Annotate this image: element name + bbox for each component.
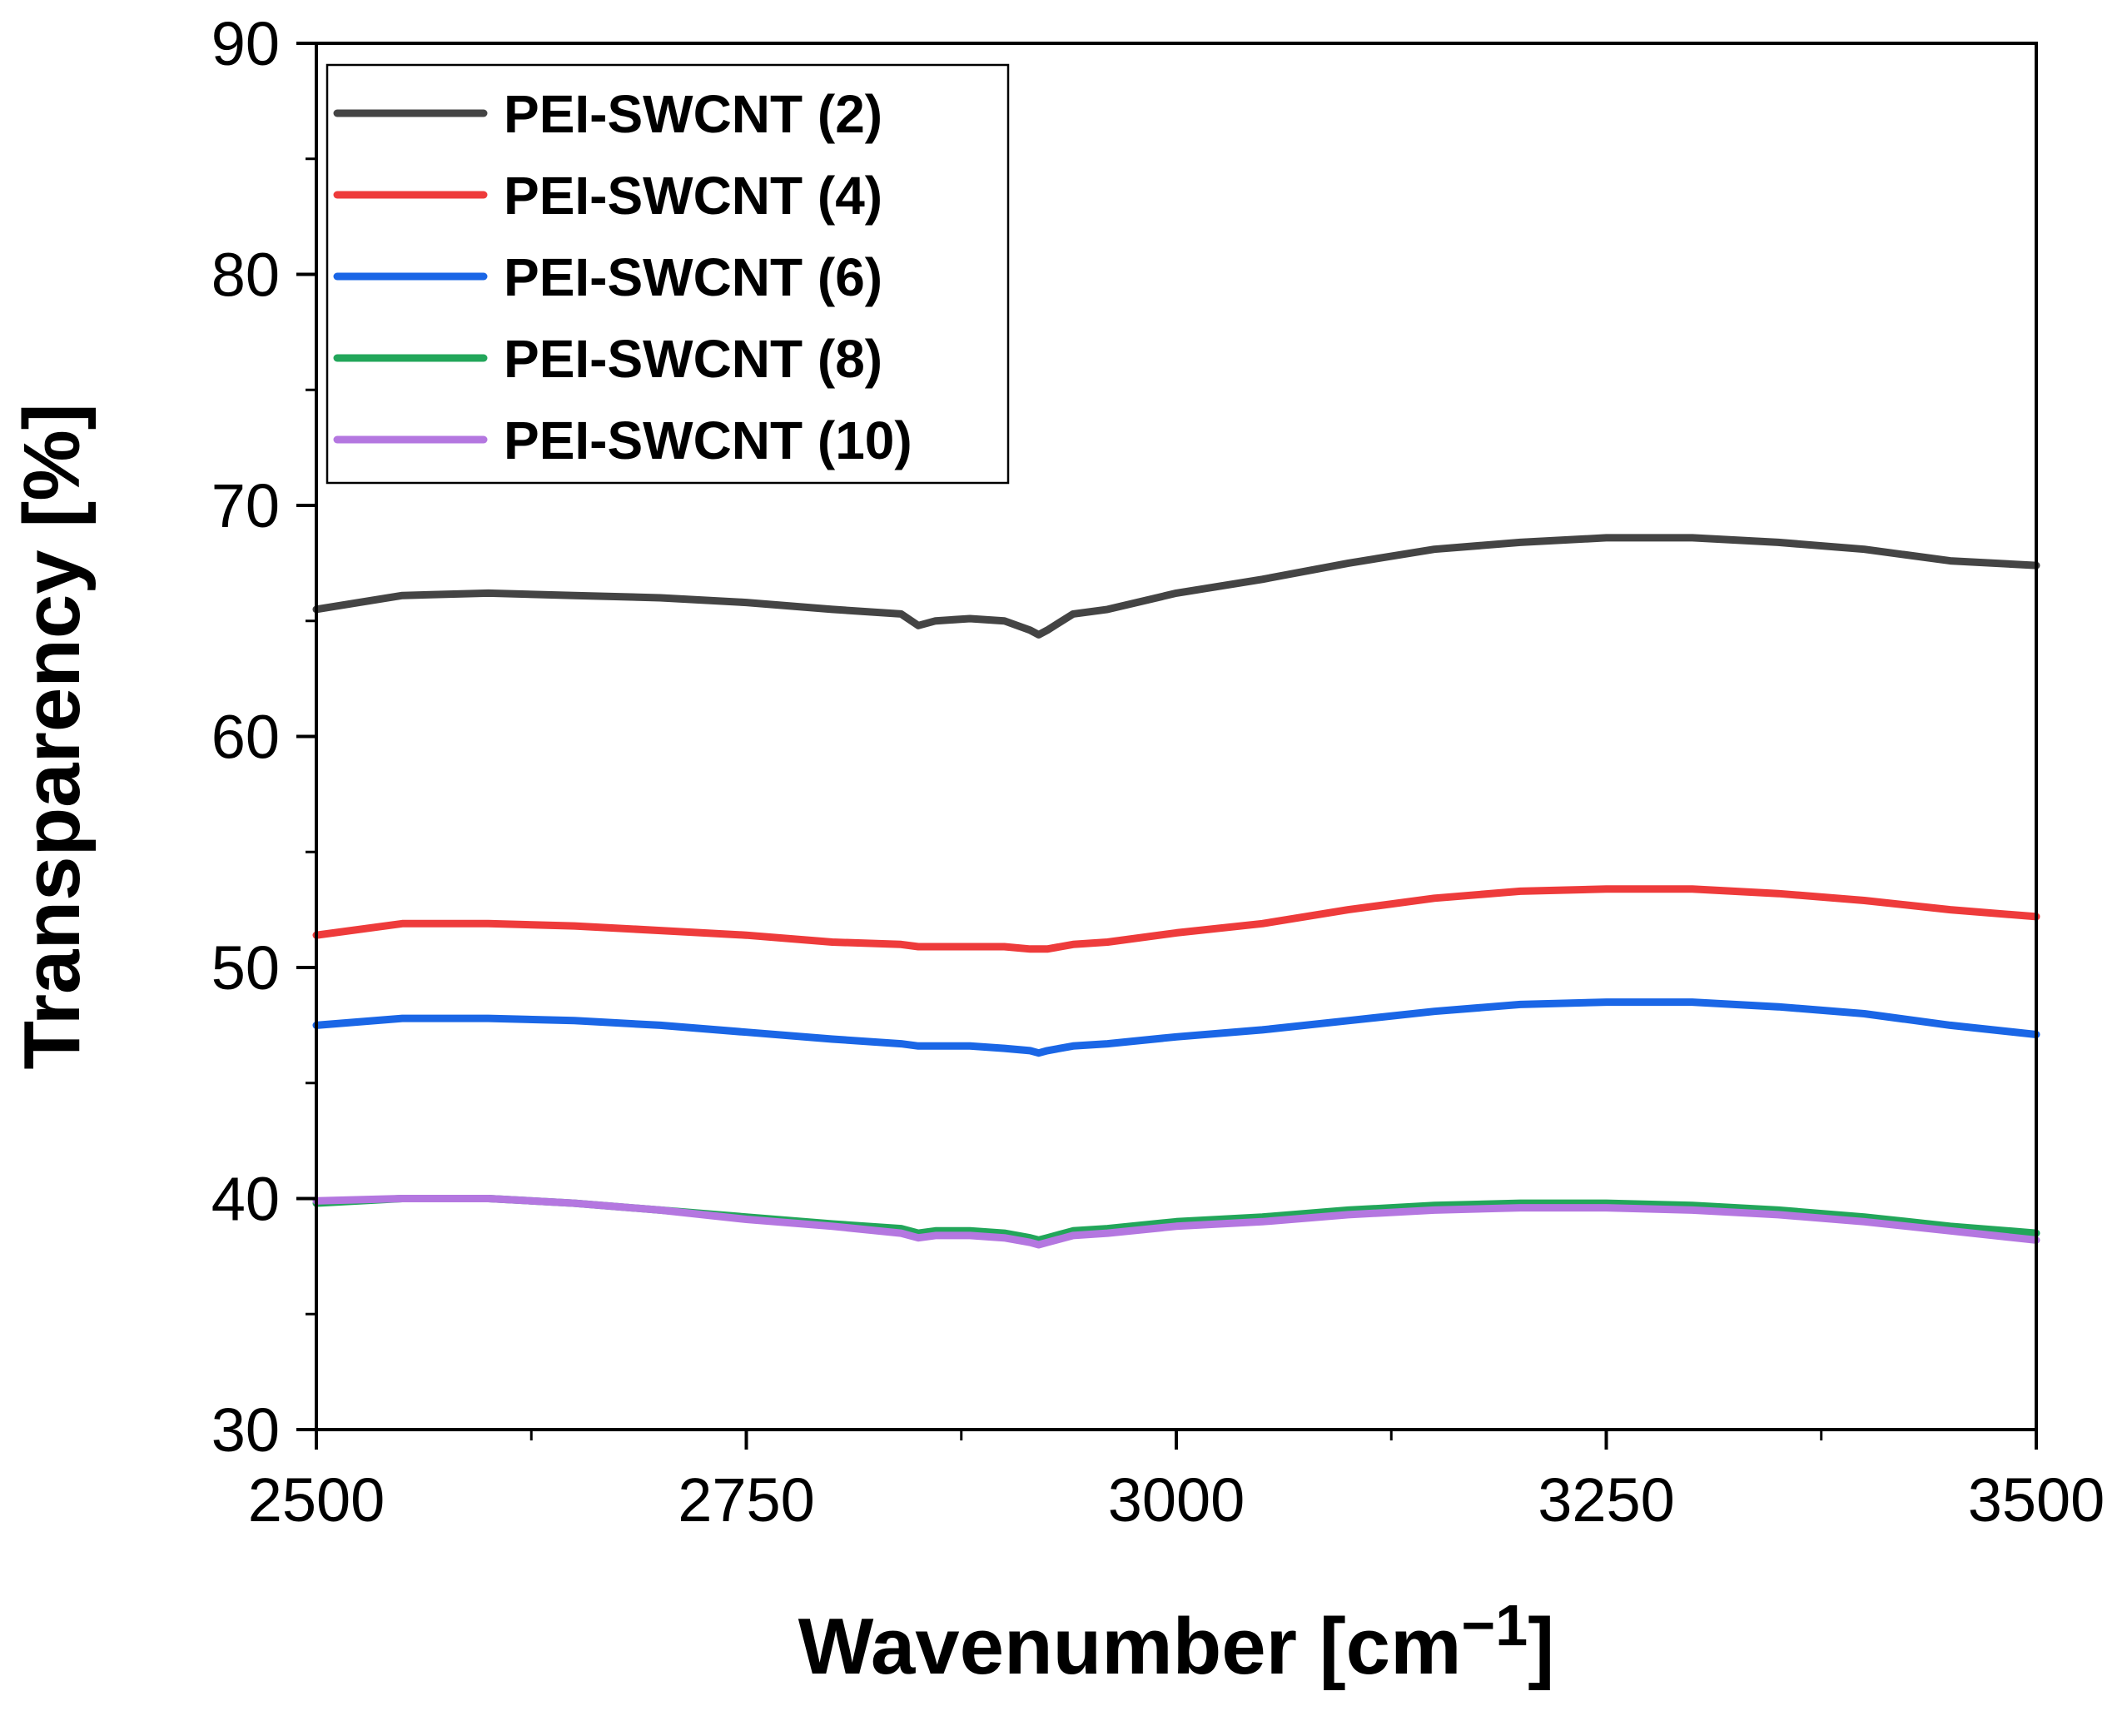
x-axis-title-main: Wavenumber [cm [798,1602,1462,1691]
legend-label: PEI-SWCNT (8) [504,329,882,389]
legend-label: PEI-SWCNT (4) [504,166,882,226]
x-tick-label: 3000 [1108,1465,1245,1535]
y-axis-title: Transparency [%] [7,403,97,1069]
series-line-2 [312,885,2040,953]
x-tick-label: 2750 [678,1465,815,1535]
y-tick-label: 60 [211,703,280,772]
y-tick-label: 70 [211,471,280,540]
x-tick-label: 3500 [1968,1465,2105,1535]
legend-label: PEI-SWCNT (6) [504,247,882,307]
series-line-1 [312,534,2040,639]
y-tick-label: 40 [211,1165,280,1234]
x-tick-label: 2500 [248,1465,385,1535]
series-line-3 [312,998,2040,1057]
x-tick-label: 3250 [1538,1465,1675,1535]
legend: PEI-SWCNT (2) PEI-SWCNT (4) PEI-SWCNT (6) P… [326,63,1010,485]
y-tick-label: 80 [211,241,280,310]
y-tick-label: 30 [211,1395,280,1465]
legend-label: PEI-SWCNT (10) [504,410,912,470]
y-tick-label: 50 [211,933,280,1002]
x-axis-title-superscript: −1 [1461,1593,1528,1658]
series-line-5 [312,1195,2040,1249]
x-axis-title-end: ] [1528,1602,1554,1691]
legend-label: PEI-SWCNT (2) [504,84,882,144]
x-axis-title: Wavenumber [cm−1] [798,1593,1554,1691]
y-tick-label: 90 [211,9,280,78]
